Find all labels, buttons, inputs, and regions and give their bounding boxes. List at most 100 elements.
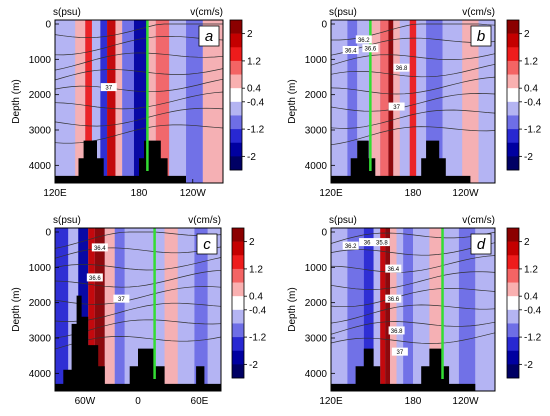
colorbar-swatch — [507, 142, 519, 157]
colorbar-tick-label: -1.2 — [524, 333, 542, 344]
panel-b: 36.236.4 36.6 36.8 37 b s(psu) v(cm/s) 0 1000 200… — [287, 7, 542, 199]
colorbar-swatch — [507, 268, 519, 283]
salinity-contour — [331, 231, 495, 244]
salinity-label: s(psu) — [53, 7, 81, 18]
colorbar-tick-label: -2 — [524, 152, 533, 163]
velocity-band — [78, 228, 89, 391]
velocity-band — [478, 20, 495, 183]
y-tick-label: 1000 — [29, 55, 52, 66]
contour-label: 36.4 — [387, 267, 399, 273]
panel-label: c — [203, 236, 211, 253]
x-tick-label: 120E — [43, 188, 67, 199]
contour-label-bg — [391, 347, 408, 356]
contour-label: 37 — [397, 350, 404, 356]
salinity-contour — [55, 246, 221, 259]
velocity-band — [458, 228, 476, 391]
contour-label: 37 — [118, 297, 125, 303]
contour-label: 36.6 — [387, 297, 399, 303]
y-tick-label: 4000 — [305, 369, 328, 380]
colorbar-swatch — [232, 350, 244, 365]
colorbar-tick-label: 0.4 — [524, 84, 538, 95]
colorbar-tick-label: -0.4 — [247, 97, 265, 108]
contour-label: 36.8 — [391, 329, 403, 335]
velocity-band — [115, 20, 123, 183]
salinity-contour — [55, 78, 223, 93]
y-axis-label: Depth (m) — [11, 79, 22, 123]
contour-label-bg — [362, 44, 379, 53]
y-tick-label: 4000 — [29, 161, 52, 172]
colorbar-swatch — [507, 129, 519, 144]
panel-label-box — [196, 233, 218, 255]
colorbar-tick-label: 2 — [249, 237, 255, 248]
velocity-band — [100, 20, 108, 183]
x-tick-label: 60W — [75, 396, 96, 407]
colorbar-swatch — [507, 241, 519, 256]
x-tick-label: 120W — [452, 396, 479, 407]
salinity-contour — [331, 255, 495, 273]
salinity-contour — [331, 288, 495, 308]
colorbar-swatch — [232, 268, 244, 283]
velocity-band — [104, 228, 115, 391]
y-tick-label: 0 — [321, 228, 327, 239]
y-tick-label: 4000 — [305, 161, 328, 172]
velocity-band — [202, 20, 223, 183]
salinity-contour — [331, 271, 495, 290]
colorbar-swatch — [232, 309, 244, 324]
velocity-band — [388, 20, 394, 183]
y-tick-label: 2000 — [29, 298, 52, 309]
plot-area: 37 — [55, 20, 223, 183]
contour-label: 36.4 — [345, 49, 357, 55]
colorbar: 2 1.2 0.4 -0.4 -1.2 -2 — [229, 19, 265, 171]
salinity-contour — [55, 269, 221, 288]
velocity-band — [416, 20, 427, 183]
colorbar-tick-label: -0.4 — [524, 97, 542, 108]
colorbar-swatch — [232, 323, 244, 338]
velocity-band — [403, 228, 413, 391]
x-tick-label: 120E — [319, 396, 343, 407]
velocity-band — [380, 20, 389, 183]
colorbar-swatch — [230, 142, 242, 157]
velocity-band — [380, 228, 386, 391]
velocity-band — [55, 228, 69, 391]
contour-label-bg — [342, 241, 359, 250]
y-axis-label: Depth (m) — [287, 287, 298, 331]
salinity-contour — [331, 76, 495, 95]
colorbar: 2 1.2 0.4 -0.4 -1.2 -2 — [506, 227, 542, 379]
y-tick-label: 3000 — [305, 126, 328, 137]
velocity-band — [68, 228, 79, 391]
panel-label: d — [477, 236, 486, 253]
y-tick-label: 1000 — [305, 55, 328, 66]
colorbar-frame — [231, 227, 245, 379]
salinity-label: s(psu) — [329, 7, 357, 18]
colorbar-tick-label: -2 — [524, 360, 533, 371]
bathymetry — [55, 295, 221, 391]
velocity-band — [186, 20, 203, 183]
colorbar-tick-label: 0.4 — [247, 84, 261, 95]
bathymetry — [331, 348, 476, 391]
colorbar-swatch — [230, 88, 242, 103]
contour-label-bg — [342, 46, 359, 54]
panel-a: 37 a s(psu) v(cm/s) 0 1000 2000 3000 4000 Depth (… — [11, 7, 265, 199]
colorbar-swatch — [507, 88, 519, 103]
velocity-band — [75, 20, 86, 183]
salinity-contour — [331, 126, 495, 146]
x-tick-label: 120E — [319, 188, 343, 199]
y-axis-label: Depth (m) — [11, 287, 22, 331]
salinity-label: s(psu) — [329, 215, 357, 226]
contour-label-bg — [385, 264, 402, 273]
colorbar-tick-label: 1.2 — [524, 264, 538, 275]
y-tick-label: 2000 — [29, 90, 52, 101]
velocity-band — [331, 20, 348, 183]
colorbar-tick-label: -1.2 — [249, 333, 267, 344]
panel-d: 36.2 36 35.8 36.4 36.6 36.8 37 d s(psu) v(cm/s) 0 1… — [287, 215, 542, 407]
salinity-contour — [331, 321, 495, 335]
colorbar-swatch — [507, 228, 519, 242]
colorbar-swatch — [507, 255, 519, 270]
panel-c: 36.4 36.6 37 c s(psu) v(cm/s) 0 1000 2000 3000 400… — [11, 215, 267, 407]
colorbar-swatch — [232, 255, 244, 270]
colorbar-frame — [229, 19, 243, 171]
velocity-band — [88, 228, 95, 391]
velocity-band — [393, 20, 400, 183]
velocity-band — [370, 20, 381, 183]
colorbar: 2 1.2 0.4 -0.4 -1.2 -2 — [231, 227, 267, 379]
